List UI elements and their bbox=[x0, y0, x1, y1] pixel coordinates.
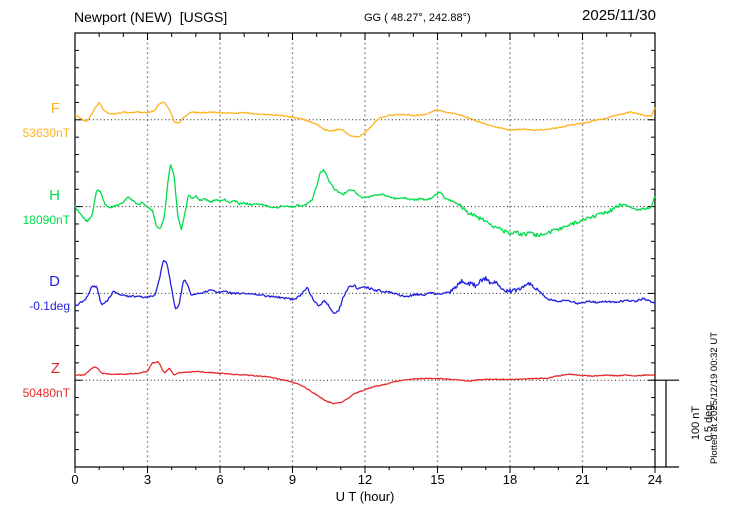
plotted-at-note: Plotted at 2025/12/19 00:32 UT bbox=[709, 331, 720, 465]
geographic-coords: GG ( 48.27°, 242.88°) bbox=[364, 12, 471, 24]
x-tick-label-21: 21 bbox=[575, 472, 590, 487]
x-tick-label-3: 3 bbox=[143, 472, 152, 487]
x-tick-label-9: 9 bbox=[288, 472, 297, 487]
trace-Z bbox=[74, 361, 656, 405]
channel-letter-F: F bbox=[50, 99, 60, 117]
channel-letter-Z: Z bbox=[50, 360, 60, 378]
trace-H bbox=[74, 164, 656, 238]
x-tick-label-24: 24 bbox=[647, 472, 663, 487]
station-title: Newport (NEW) [USGS] bbox=[74, 9, 228, 25]
x-tick-label-12: 12 bbox=[357, 472, 373, 487]
channel-letter-H: H bbox=[49, 186, 60, 204]
trace-F bbox=[74, 101, 656, 139]
channel-letter-D: D bbox=[49, 273, 60, 291]
x-tick-label-15: 15 bbox=[430, 472, 445, 487]
x-tick-label-6: 6 bbox=[216, 472, 224, 487]
channel-baseline-value-D: -0.1deg bbox=[29, 299, 70, 314]
channel-baseline-value-H: 18090nT bbox=[22, 212, 70, 227]
plot-date: 2025/11/30 bbox=[582, 7, 656, 24]
trace-D bbox=[74, 259, 656, 315]
x-axis-label: U T (hour) bbox=[335, 489, 395, 504]
channel-baseline-value-Z: 50480nT bbox=[22, 386, 70, 401]
scale-bar-nt-label: 100 nT bbox=[690, 405, 702, 441]
channel-baseline-value-F: 53630nT bbox=[22, 125, 70, 140]
x-tick-label-18: 18 bbox=[502, 472, 518, 487]
x-tick-label-0: 0 bbox=[71, 472, 79, 487]
